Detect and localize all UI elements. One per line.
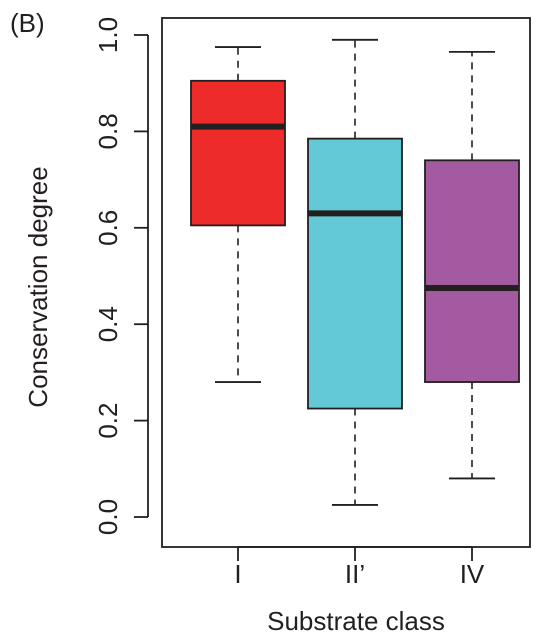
x-tick-label: I: [234, 559, 241, 589]
y-tick-label: 0.4: [93, 306, 123, 342]
y-tick-label: 1.0: [93, 17, 123, 53]
y-tick-label: 0.0: [93, 499, 123, 535]
y-axis-title: Conservation degree: [23, 166, 53, 407]
box-iqr: [424, 159, 520, 383]
panel-label: (B): [10, 8, 45, 38]
y-tick-label: 0.8: [93, 113, 123, 149]
plot-area: 0.0 0.2 0.4 0.6 0.8 1.0 I II’ IV: [93, 17, 531, 589]
x-tick-label: II’: [345, 559, 365, 589]
box-iqr: [190, 79, 286, 227]
x-tick-label: IV: [460, 559, 485, 589]
y-tick-label: 0.6: [93, 210, 123, 246]
box-iqr: [307, 137, 403, 410]
x-axis-title: Substrate class: [267, 606, 445, 636]
y-tick-label: 0.2: [93, 403, 123, 439]
